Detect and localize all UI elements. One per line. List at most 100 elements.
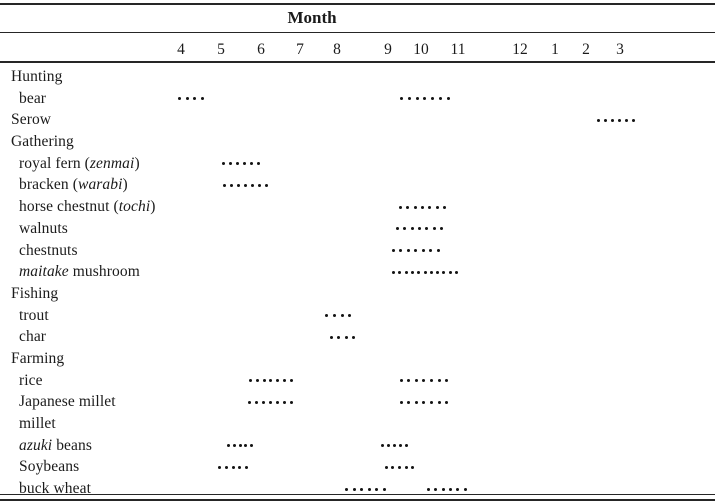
- dot: [289, 379, 293, 383]
- dot: [393, 444, 396, 448]
- row-label-text: Hunting: [11, 68, 63, 85]
- dot: [185, 97, 189, 101]
- dot: [448, 270, 452, 274]
- dot: [398, 205, 402, 209]
- dot: [250, 183, 254, 187]
- activity-row: royal fern (zenmai): [0, 153, 715, 175]
- activity-row: char: [0, 326, 715, 348]
- dot: [596, 118, 600, 122]
- activity-row: millet: [0, 413, 715, 435]
- row-label: Japanese millet: [19, 391, 116, 413]
- dot: [423, 270, 427, 274]
- dot: [236, 162, 240, 166]
- dot: [463, 487, 467, 491]
- dot: [426, 487, 430, 491]
- dot: [348, 314, 352, 318]
- dot: [414, 400, 418, 404]
- dot: [617, 118, 621, 122]
- dot: [631, 118, 635, 122]
- dot: [257, 183, 261, 187]
- row-label-text: walnuts: [19, 219, 68, 237]
- dot: [380, 444, 384, 448]
- row-label: bracken (warabi): [19, 174, 128, 196]
- dot: [238, 465, 242, 469]
- month-label: 4: [177, 41, 185, 58]
- row-label: Soybeans: [19, 456, 79, 478]
- dot: [218, 465, 222, 469]
- dot: [243, 183, 247, 187]
- dot: [375, 487, 379, 491]
- dot: [337, 335, 341, 339]
- row-label: Gathering: [11, 131, 74, 153]
- dot: [404, 465, 408, 469]
- dot: [434, 487, 438, 491]
- row-label: buck wheat: [19, 478, 91, 500]
- dot: [422, 400, 426, 404]
- activity-row: walnuts: [0, 218, 715, 240]
- dot: [391, 270, 395, 274]
- month-label: 1: [551, 41, 559, 58]
- dot: [429, 270, 433, 274]
- dot: [445, 379, 449, 383]
- dot: [429, 379, 433, 383]
- dot: [231, 465, 235, 469]
- dot: [414, 379, 418, 383]
- dot: [399, 444, 403, 448]
- dot: [407, 400, 411, 404]
- dot: [407, 379, 411, 383]
- dot: [414, 249, 418, 252]
- row-label: bear: [19, 88, 46, 110]
- row-label: char: [19, 326, 46, 348]
- dot: [236, 183, 240, 187]
- row-label-text: ): [150, 198, 156, 216]
- dot: [437, 379, 441, 383]
- dot: [439, 97, 443, 101]
- row-label: Hunting: [11, 66, 63, 88]
- row-label: Fishing: [11, 283, 58, 305]
- dot: [255, 379, 259, 383]
- activity-row: bracken (warabi): [0, 174, 715, 196]
- month-label: 3: [616, 41, 624, 58]
- row-label-text: Farming: [11, 349, 65, 367]
- dot: [248, 400, 252, 404]
- dot: [345, 487, 349, 491]
- row-label-text: bear: [19, 89, 47, 107]
- dot: [405, 444, 409, 448]
- row-label-text: royal fern (: [19, 154, 90, 172]
- row-label-text: rice: [19, 371, 43, 389]
- row-label: horse chestnut (tochi): [19, 196, 156, 218]
- dot: [610, 118, 614, 122]
- dot: [410, 270, 414, 274]
- dot: [352, 487, 356, 491]
- dot: [432, 227, 436, 231]
- activity-row: buck wheat: [0, 478, 715, 500]
- row-label-text: bracken (: [19, 176, 78, 194]
- activity-rows: Hunting bear Serow Gathering royal fern (zen…: [0, 66, 715, 500]
- title-rule: [0, 32, 715, 33]
- dot: [329, 335, 333, 339]
- dot: [275, 400, 279, 404]
- dot: [223, 183, 226, 187]
- row-label-text: horse chestnut (: [19, 198, 119, 216]
- row-label: royal fern (zenmai): [19, 153, 140, 175]
- dot: [340, 314, 344, 318]
- bottom-inner-rule: [0, 493, 715, 495]
- category-row: Hunting: [0, 66, 715, 88]
- activity-row: Japanese millet: [0, 391, 715, 413]
- activity-row: rice: [0, 370, 715, 392]
- dot: [429, 400, 433, 404]
- row-label-text: trout: [19, 306, 49, 324]
- dot: [415, 97, 419, 101]
- dot: [407, 97, 411, 101]
- dot: [269, 379, 273, 383]
- dot: [456, 487, 460, 491]
- dot: [229, 183, 233, 187]
- dot: [425, 227, 429, 231]
- dot: [398, 465, 402, 469]
- dot: [439, 227, 443, 231]
- dot: [227, 444, 230, 448]
- dot: [428, 205, 432, 209]
- dot: [413, 205, 417, 209]
- dot: [410, 227, 414, 231]
